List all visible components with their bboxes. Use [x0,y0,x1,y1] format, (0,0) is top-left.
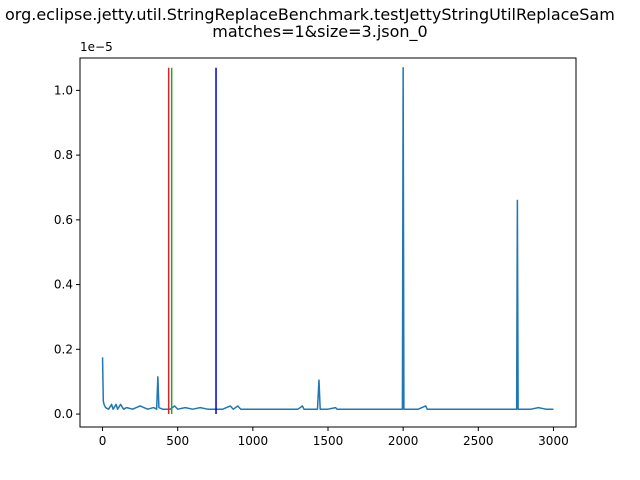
series-line-0 [101,66,554,410]
y-tick-label: 0.4 [54,278,73,292]
x-tick-label: 1500 [313,434,344,448]
chart-title-line1: org.eclipse.jetty.util.StringReplaceBenc… [5,5,615,24]
x-tick-label: 2500 [463,434,494,448]
chart-title-line2: matches=1&size=3.json_0 [212,22,428,41]
x-tick-label: 500 [166,434,189,448]
y-tick-label: 0.8 [54,148,73,162]
y-tick-label: 0.6 [54,213,73,227]
y-tick-label: 0.2 [54,342,73,356]
x-tick-label: 0 [99,434,107,448]
axes-frame [79,57,577,428]
x-tick-label: 1000 [238,434,269,448]
y-axis-offset-label: 1e−5 [80,40,113,54]
y-tick-label: 0.0 [54,407,73,421]
x-tick-label: 2000 [388,434,419,448]
x-tick-label: 3000 [538,434,569,448]
y-tick-label: 1.0 [54,83,73,97]
